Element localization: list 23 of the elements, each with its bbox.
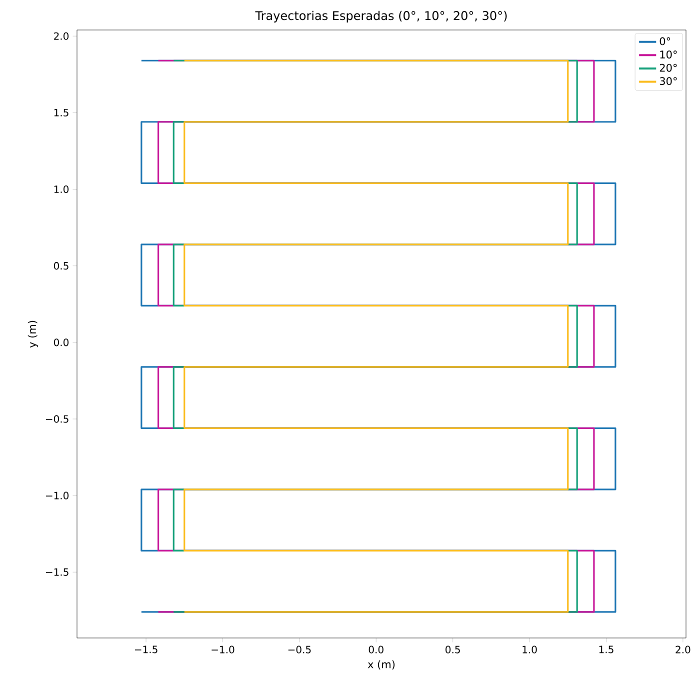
y-tick-label: 1.0 xyxy=(54,185,69,194)
x-tick-label: −1.0 xyxy=(212,646,234,654)
x-tick-label: −1.5 xyxy=(134,646,158,654)
legend-label: 10° xyxy=(660,50,677,58)
y-axis-title: y (m) xyxy=(28,320,38,348)
y-tick-label: 0.0 xyxy=(54,338,69,346)
legend-label: 30° xyxy=(660,77,677,86)
x-tick-label: 2.0 xyxy=(676,646,690,654)
y-tick-label: −0.5 xyxy=(46,415,68,423)
x-tick-label: 1.0 xyxy=(522,646,537,654)
x-axis-title: x (m) xyxy=(368,660,395,670)
x-tick-label: 0.5 xyxy=(446,646,460,654)
y-tick-label: −1.5 xyxy=(46,568,68,576)
legend-label: 20° xyxy=(660,64,677,72)
x-tick-label: −0.5 xyxy=(288,646,311,654)
y-tick-label: 1.5 xyxy=(54,108,68,116)
x-tick-label: 0.0 xyxy=(368,646,384,654)
x-tick-label: 1.5 xyxy=(599,646,614,654)
chart-title: Trayectorias Esperadas (0°, 10°, 20°, 30°) xyxy=(255,10,507,22)
y-tick-label: 2.0 xyxy=(54,32,69,40)
y-tick-label: 0.5 xyxy=(54,262,68,270)
legend-label: 0° xyxy=(660,37,670,46)
y-tick-label: −1.0 xyxy=(46,492,69,500)
